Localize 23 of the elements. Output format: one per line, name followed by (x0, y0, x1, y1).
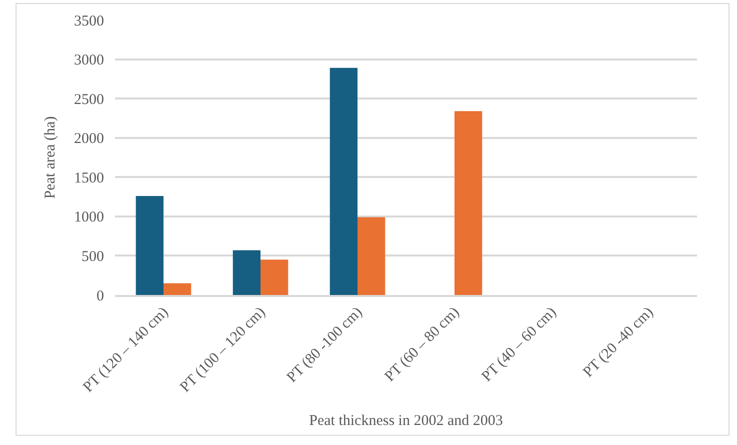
bar (232, 250, 260, 295)
y-tick-label: 2000 (74, 131, 104, 148)
x-tick-label: PT (120 – 140 cm) (80, 304, 172, 396)
bar (136, 196, 164, 295)
y-tick-label: 1500 (74, 170, 104, 186)
bar (164, 283, 192, 295)
x-tick-label: PT (80 -100 cm) (284, 304, 366, 386)
bar (454, 111, 482, 295)
x-tick-label: PT (40 – 60 cm) (478, 304, 560, 385)
x-tick-label: PT (20 -40 cm) (580, 304, 657, 381)
y-tick-label: 0 (96, 288, 104, 304)
y-tick-label: 3000 (74, 52, 104, 69)
y-tick-label: 500 (82, 248, 104, 265)
x-tick-label: PT (100 – 120 cm) (177, 304, 269, 396)
bar (260, 260, 288, 295)
y-axis-title: Peat area (ha) (42, 116, 58, 199)
y-tick-label: 2500 (74, 92, 104, 108)
bar (358, 217, 386, 295)
bar (330, 68, 358, 295)
y-tick-label: 1000 (74, 210, 104, 226)
y-tick-label: 3500 (74, 13, 104, 30)
x-axis-title: Peat thickness in 2002 and 2003 (309, 413, 503, 430)
x-tick-label: PT (60 – 80 cm) (382, 304, 463, 385)
